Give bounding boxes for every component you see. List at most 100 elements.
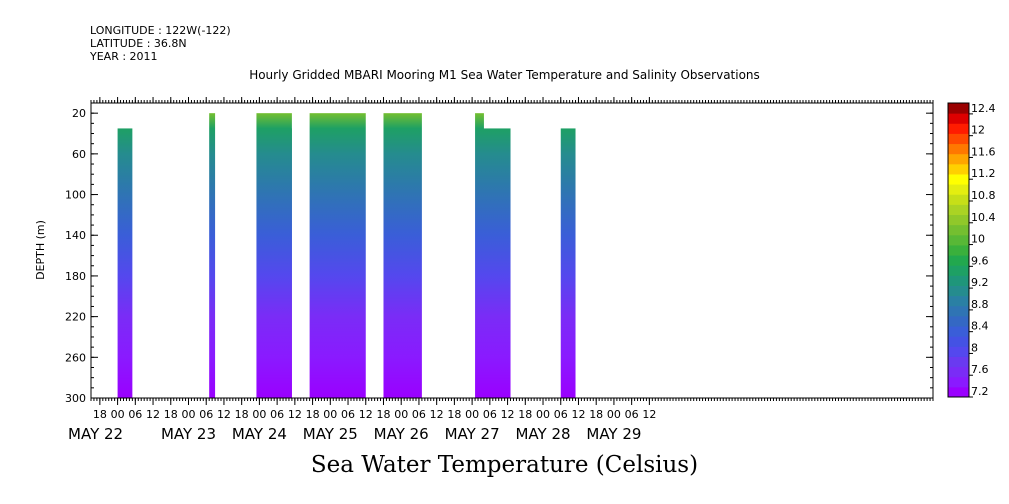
x-hour-tick-label: 00 [252,408,266,421]
colorbar-tick-label: 11.6 [971,145,996,158]
y-tick-label: 220 [65,311,86,324]
colorbar-swatch [948,295,969,307]
x-hour-tick-label: 18 [589,408,603,421]
colorbar-swatch [948,173,969,185]
x-axis-title: Sea Water Temperature (Celsius) [310,452,699,478]
x-day-label: MAY 26 [374,425,429,443]
axes: 18 00 06 12 18 00 06 12 18 00 06 12 18 00 06 12 18 00 06 12… [65,97,934,443]
colorbar-swatch [948,103,969,114]
x-day-label: MAY 23 [161,425,216,443]
data-segment [475,113,484,398]
plot-content [117,113,576,398]
x-hour-tick-label: 06 [341,408,355,421]
data-segment [560,128,576,398]
x-day-label: MAY 27 [445,425,500,443]
colorbar-swatch [948,244,969,256]
colorbar-swatch [948,305,969,317]
colorbar-swatch [948,133,969,145]
y-tick-label: 100 [65,189,86,202]
colorbar-frame [947,102,970,398]
colorbar-swatch [948,315,969,327]
colorbar-swatch [948,376,969,388]
x-hour-tick-label: 00 [465,408,479,421]
y-axis-title: DEPTH (m) [34,220,47,280]
colorbar-swatch [948,184,969,195]
x-hour-tick-label: 18 [306,408,320,421]
colorbar-swatch [948,386,969,398]
x-hour-tick-label: 12 [359,408,373,421]
y-tick-label: 260 [65,351,86,364]
chart-title: Hourly Gridded MBARI Mooring M1 Sea Wate… [249,68,760,82]
colorbar-tick-label: 8.4 [971,320,989,333]
colorbar-swatch [948,234,969,246]
colorbar-swatch [948,275,969,286]
x-hour-tick-label: 12 [288,408,302,421]
colorbar-swatch [948,265,969,276]
x-hour-tick-label: 06 [270,408,284,421]
colorbar-swatch [948,356,969,368]
x-hour-tick-label: 00 [323,408,337,421]
x-hour-tick-label: 18 [376,408,390,421]
x-hour-tick-label: 12 [642,408,656,421]
colorbar-tick-label: 9.6 [971,254,989,267]
data-segment [383,113,422,398]
colorbar-tick-label: 10.4 [971,211,996,224]
data-segment [309,113,366,398]
colorbar-swatch [948,153,969,165]
colorbar-tick-label: 11.2 [971,167,996,180]
y-tick-label: 180 [65,270,86,283]
x-day-label: MAY 28 [515,425,570,443]
colorbar: 12.4 12 11.6 11.2 10.8 10.4 10 9.6 9.2 8.8 8.4 8 7.6… [947,102,996,398]
colorbar-swatch [948,194,969,205]
x-hour-tick-label: 06 [483,408,497,421]
x-hour-tick-label: 12 [217,408,231,421]
colorbar-swatch [948,143,969,155]
colorbar-tick-label: 8 [971,341,978,354]
y-tick-label: 300 [65,392,86,405]
x-hour-tick-label: 18 [235,408,249,421]
colorbar-swatch [948,224,969,236]
x-hour-tick-label: 00 [394,408,408,421]
x-hour-tick-label: 18 [93,408,107,421]
x-hour-tick-label: 12 [146,408,160,421]
x-hour-tick-label: 06 [412,408,426,421]
y-tick-label: 20 [72,107,86,120]
x-hour-tick-label: 12 [571,408,585,421]
station-metadata: LONGITUDE : 122W(-122) LATITUDE : 36.8N … [90,24,231,63]
x-hour-tick-label: 06 [625,408,639,421]
colorbar-swatch [948,214,969,226]
x-hour-tick-label: 06 [199,408,213,421]
colorbar-tick-label: 8.8 [971,298,989,311]
colorbar-tick-label: 10 [971,233,985,246]
x-day-label: MAY 22 [68,425,123,443]
colorbar-swatch [948,326,969,337]
colorbar-tick-label: 12 [971,124,985,137]
colorbar-tick-label: 12.4 [971,102,996,115]
plot-frame [90,102,934,399]
x-hour-tick-label: 12 [501,408,515,421]
latitude-label: LATITUDE : 36.8N [90,37,187,50]
data-segment [209,113,216,398]
colorbar-swatch [948,255,969,266]
x-hour-tick-label: 00 [536,408,550,421]
x-hour-tick-label: 00 [607,408,621,421]
colorbar-swatch [948,366,969,378]
colorbar-swatch [948,163,969,175]
data-segment [480,128,511,398]
x-hour-tick-label: 18 [518,408,532,421]
x-hour-tick-label: 00 [111,408,125,421]
colorbar-swatch [948,285,969,297]
x-day-label: MAY 25 [303,425,358,443]
y-tick-label: 140 [65,229,86,242]
x-hour-tick-label: 06 [128,408,142,421]
colorbar-tick-label: 7.2 [971,385,989,398]
x-hour-tick-label: 18 [447,408,461,421]
y-tick-label: 60 [72,148,86,161]
x-hour-tick-label: 12 [430,408,444,421]
x-day-label: MAY 29 [586,425,641,443]
x-day-label: MAY 24 [232,425,287,443]
x-hour-tick-label: 06 [554,408,568,421]
colorbar-swatch [948,123,969,134]
colorbar-tick-label: 10.8 [971,189,996,202]
